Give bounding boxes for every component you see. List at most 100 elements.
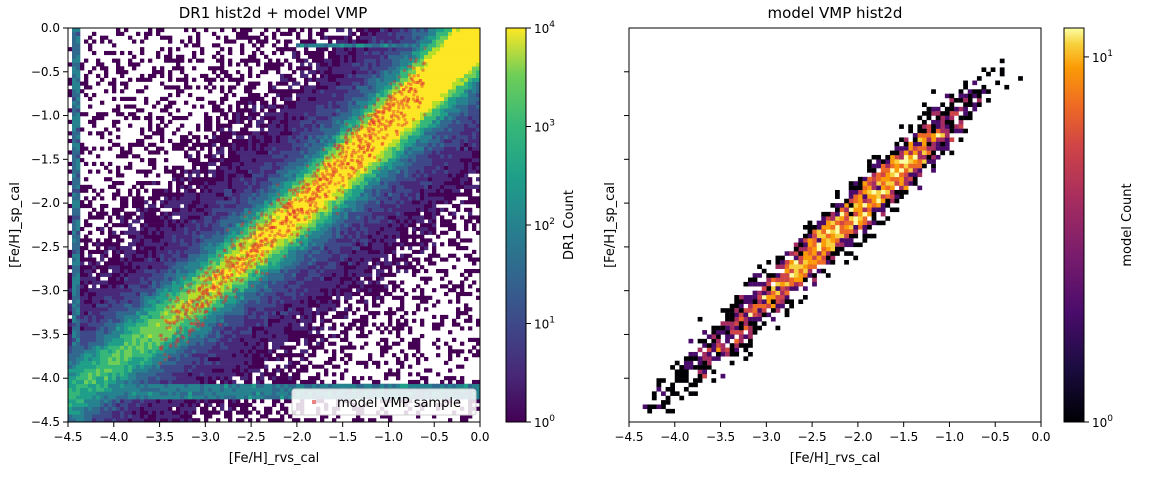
heatmap-cell [192,219,197,224]
heatmap-cell [184,169,189,174]
heatmap-cell [116,207,121,212]
heatmap-cell [304,307,309,312]
heatmap-cell [260,119,265,124]
heatmap-cell [156,146,161,151]
heatmap-cell [140,284,145,289]
heatmap-cell [208,123,213,128]
heatmap-cell [316,177,321,182]
heatmap-cell [272,108,277,113]
heatmap-cell [112,77,117,82]
heatmap-cell [220,268,225,274]
heatmap-cell [212,349,217,354]
heatmap-cell [288,104,293,109]
heatmap-cell [280,196,285,201]
heatmap-cell [284,242,289,247]
heatmap-cell [220,200,225,205]
heatmap-cell [276,337,281,342]
heatmap-cell [116,253,121,258]
heatmap-cell [296,146,301,151]
heatmap-cell [156,265,161,270]
heatmap-cell [112,379,117,385]
heatmap-cell [160,276,165,281]
heatmap-cell [316,207,321,212]
heatmap-cell [136,353,141,358]
heatmap-cell [264,70,269,75]
heatmap-cell [200,360,205,365]
heatmap-cell [244,242,249,247]
heatmap-cell [84,177,89,182]
heatmap-cell [248,261,253,266]
heatmap-cell [240,196,245,201]
heatmap-cell [236,169,241,174]
heatmap-cell [164,345,169,350]
heatmap-cell [320,154,325,159]
heatmap-cell [184,150,189,155]
heatmap-cell [168,238,173,243]
heatmap-cell [256,326,261,331]
heatmap-cell [288,379,293,385]
heatmap-cell [88,85,93,90]
heatmap-cell [152,402,157,407]
heatmap-cell [176,368,181,373]
heatmap-cell [204,299,209,304]
heatmap-cell [308,284,313,289]
heatmap-cell [300,119,305,124]
heatmap-cell [204,341,209,346]
heatmap-cell [232,131,237,136]
heatmap-cell [108,242,113,247]
heatmap-cell [196,184,201,189]
heatmap-cell [84,85,89,90]
heatmap-cell [176,200,181,205]
heatmap-cell [164,322,169,327]
heatmap-cell [228,177,233,182]
heatmap-cell [240,58,245,63]
heatmap-cell [104,261,109,266]
heatmap-cell [204,291,209,297]
heatmap-cell [108,234,113,239]
heatmap-cell [300,261,305,266]
heatmap-cell [216,303,221,308]
heatmap-cell [128,161,133,167]
heatmap-cell [96,295,101,300]
heatmap-cell [92,242,97,247]
heatmap-cell [248,356,253,362]
heatmap-cell [272,188,277,193]
heatmap-cell [252,184,257,189]
heatmap-cell [148,253,153,258]
heatmap-cell [144,337,149,342]
heatmap-cell [92,383,97,388]
heatmap-cell [76,43,81,48]
heatmap-cell [180,184,185,189]
heatmap-cell [252,253,257,258]
heatmap-cell [308,50,313,56]
heatmap-cell [132,376,137,381]
heatmap-cell [208,142,213,147]
heatmap-cell [208,291,213,297]
heatmap-cell [144,372,149,377]
heatmap-cell [312,376,317,381]
heatmap-cell [76,146,81,151]
heatmap-cell [316,303,321,308]
heatmap-cell [308,96,313,101]
heatmap-cell [296,418,301,423]
heatmap-cell [308,234,313,239]
heatmap-cell [152,311,157,316]
heatmap-cell [288,47,293,52]
heatmap-cell [232,268,237,274]
heatmap-cell [240,337,245,342]
heatmap-cell [76,368,81,373]
heatmap-cell [240,326,245,331]
heatmap-cell [108,219,113,224]
heatmap-cell [252,169,257,174]
heatmap-cell [172,356,177,362]
heatmap-cell [224,261,229,266]
heatmap-cell [184,115,189,121]
heatmap-cell [244,150,249,155]
heatmap-cell [280,96,285,101]
heatmap-cell [108,387,113,392]
heatmap-cell [100,288,105,293]
heatmap-cell [208,66,213,71]
heatmap-cell [320,207,325,212]
heatmap-cell [212,314,217,320]
heatmap-cell [132,410,137,415]
